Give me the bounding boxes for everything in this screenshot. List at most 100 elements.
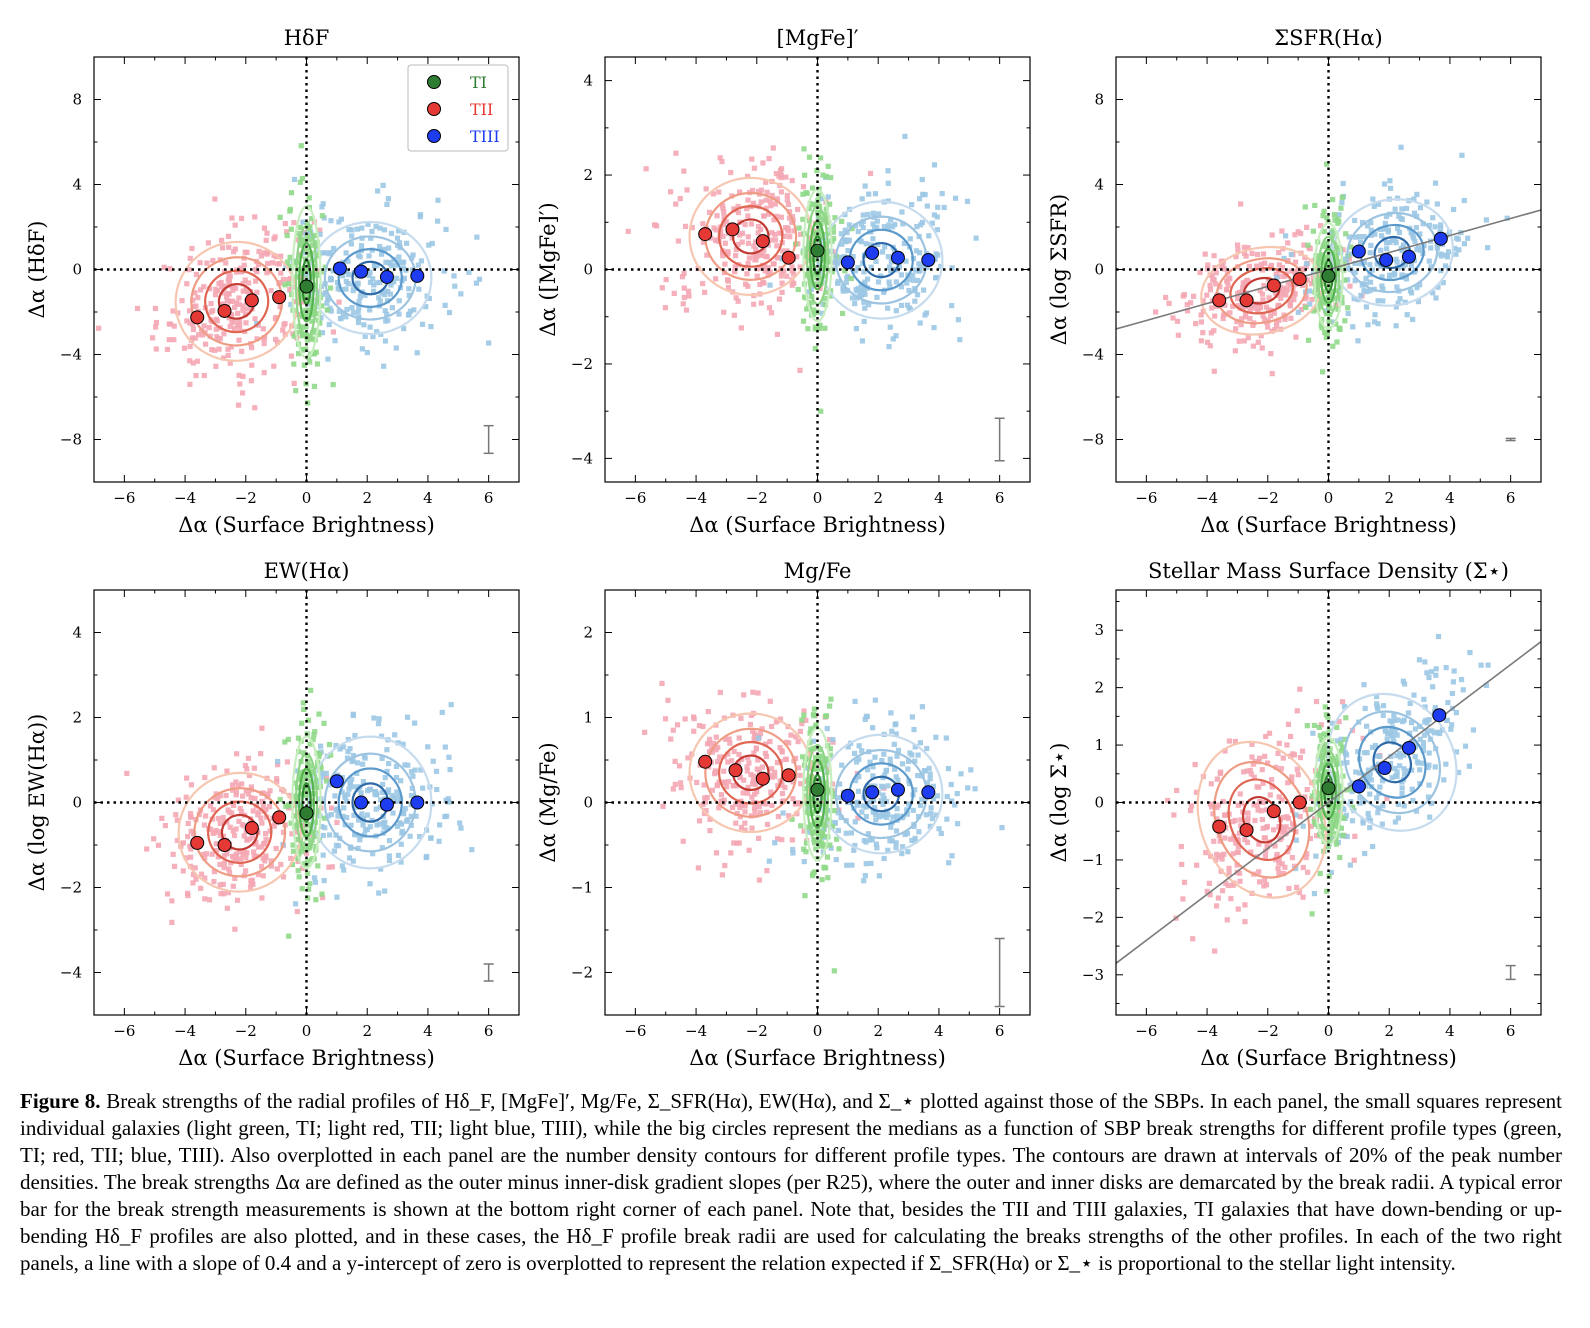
galaxy-square	[317, 227, 323, 233]
galaxy-square	[328, 218, 334, 224]
galaxy-square	[248, 881, 254, 887]
galaxy-square	[1312, 821, 1319, 827]
galaxy-square	[1220, 798, 1226, 805]
galaxy-square	[1320, 213, 1326, 219]
galaxy-square	[271, 823, 277, 829]
median-points-TII	[1212, 272, 1307, 308]
galaxy-square	[886, 279, 892, 285]
galaxy-square	[252, 278, 259, 284]
galaxy-square	[382, 338, 389, 344]
galaxy-square	[1375, 810, 1381, 816]
galaxy-square	[333, 842, 340, 848]
galaxy-square	[334, 819, 340, 826]
galaxy-square	[1323, 334, 1329, 341]
galaxy-square	[733, 246, 739, 253]
figure-caption: Figure 8. Break strengths of the radial …	[20, 1088, 1562, 1277]
y-tick-label: 1	[1094, 736, 1104, 754]
galaxy-square	[394, 823, 401, 830]
galaxy-square	[759, 726, 765, 732]
galaxy-square	[834, 280, 841, 286]
galaxy-square	[1256, 879, 1263, 885]
galaxy-square	[744, 271, 750, 277]
galaxy-square	[274, 776, 280, 782]
galaxy-square	[187, 358, 193, 364]
galaxy-square	[846, 237, 853, 243]
galaxy-square	[764, 254, 770, 260]
galaxy-square	[368, 235, 374, 241]
galaxy-square	[1314, 269, 1320, 275]
y-axis-label: Δα (HδF)	[25, 221, 49, 319]
galaxy-square	[758, 226, 764, 233]
galaxy-square	[1213, 857, 1219, 863]
galaxy-square	[294, 908, 300, 915]
galaxy-square	[144, 846, 150, 852]
galaxy-square	[755, 735, 761, 741]
galaxy-square	[745, 784, 751, 790]
galaxy-square	[300, 299, 306, 305]
galaxy-square	[1215, 895, 1221, 901]
galaxy-square	[278, 270, 284, 276]
galaxy-square	[759, 764, 766, 770]
galaxy-square	[1286, 815, 1292, 822]
galaxy-square	[425, 744, 431, 750]
galaxy-square	[218, 301, 224, 307]
galaxy-square	[267, 788, 273, 794]
galaxy-square	[344, 755, 351, 761]
x-tick-label: −4	[174, 489, 196, 507]
galaxy-square	[777, 745, 783, 751]
galaxy-square	[1222, 748, 1228, 754]
galaxy-square	[305, 314, 312, 321]
galaxy-square	[830, 736, 836, 743]
galaxy-square	[1380, 286, 1386, 292]
galaxy-square	[446, 754, 452, 760]
contour-level	[704, 727, 798, 818]
galaxy-square	[924, 745, 930, 752]
galaxy-square	[813, 257, 819, 263]
galaxy-square	[1338, 205, 1344, 211]
galaxy-square	[1237, 878, 1243, 884]
galaxy-square	[812, 766, 819, 772]
galaxy-square	[1428, 669, 1435, 675]
galaxy-square	[298, 804, 304, 810]
galaxy-square	[1260, 297, 1266, 303]
y-tick-label: 1	[583, 709, 593, 727]
galaxy-square	[1254, 251, 1261, 258]
galaxy-square	[721, 309, 727, 315]
galaxy-square	[291, 380, 297, 386]
galaxy-square	[346, 227, 352, 233]
galaxy-square	[1388, 728, 1394, 734]
galaxy-square	[1355, 749, 1361, 755]
galaxy-square	[326, 321, 332, 328]
galaxy-square	[362, 333, 368, 339]
galaxy-square	[916, 829, 922, 835]
galaxy-square	[1349, 818, 1356, 824]
galaxy-square	[720, 222, 727, 228]
galaxy-square	[240, 288, 246, 294]
galaxy-square	[1379, 283, 1385, 289]
galaxy-square	[1324, 331, 1330, 337]
galaxy-square	[804, 306, 810, 312]
galaxy-square	[359, 811, 365, 817]
galaxy-square	[803, 840, 810, 846]
galaxy-square	[297, 224, 304, 231]
galaxy-square	[680, 301, 686, 307]
galaxy-square	[1420, 760, 1426, 766]
galaxy-square	[282, 221, 288, 227]
galaxy-square	[769, 237, 775, 243]
galaxy-square	[673, 150, 679, 156]
galaxy-square	[1245, 335, 1251, 341]
galaxy-square	[1256, 869, 1262, 875]
galaxy-square	[288, 855, 294, 862]
y-tick-label: 0	[72, 261, 82, 279]
galaxy-square	[226, 866, 232, 872]
galaxy-square	[824, 756, 830, 762]
galaxy-square	[767, 198, 774, 204]
galaxy-square	[1265, 324, 1271, 330]
galaxy-square	[1392, 717, 1398, 723]
galaxy-square	[152, 305, 159, 312]
galaxy-square	[400, 809, 406, 816]
galaxy-square	[1307, 301, 1313, 307]
galaxy-square	[1327, 746, 1333, 752]
galaxy-square	[263, 237, 269, 243]
